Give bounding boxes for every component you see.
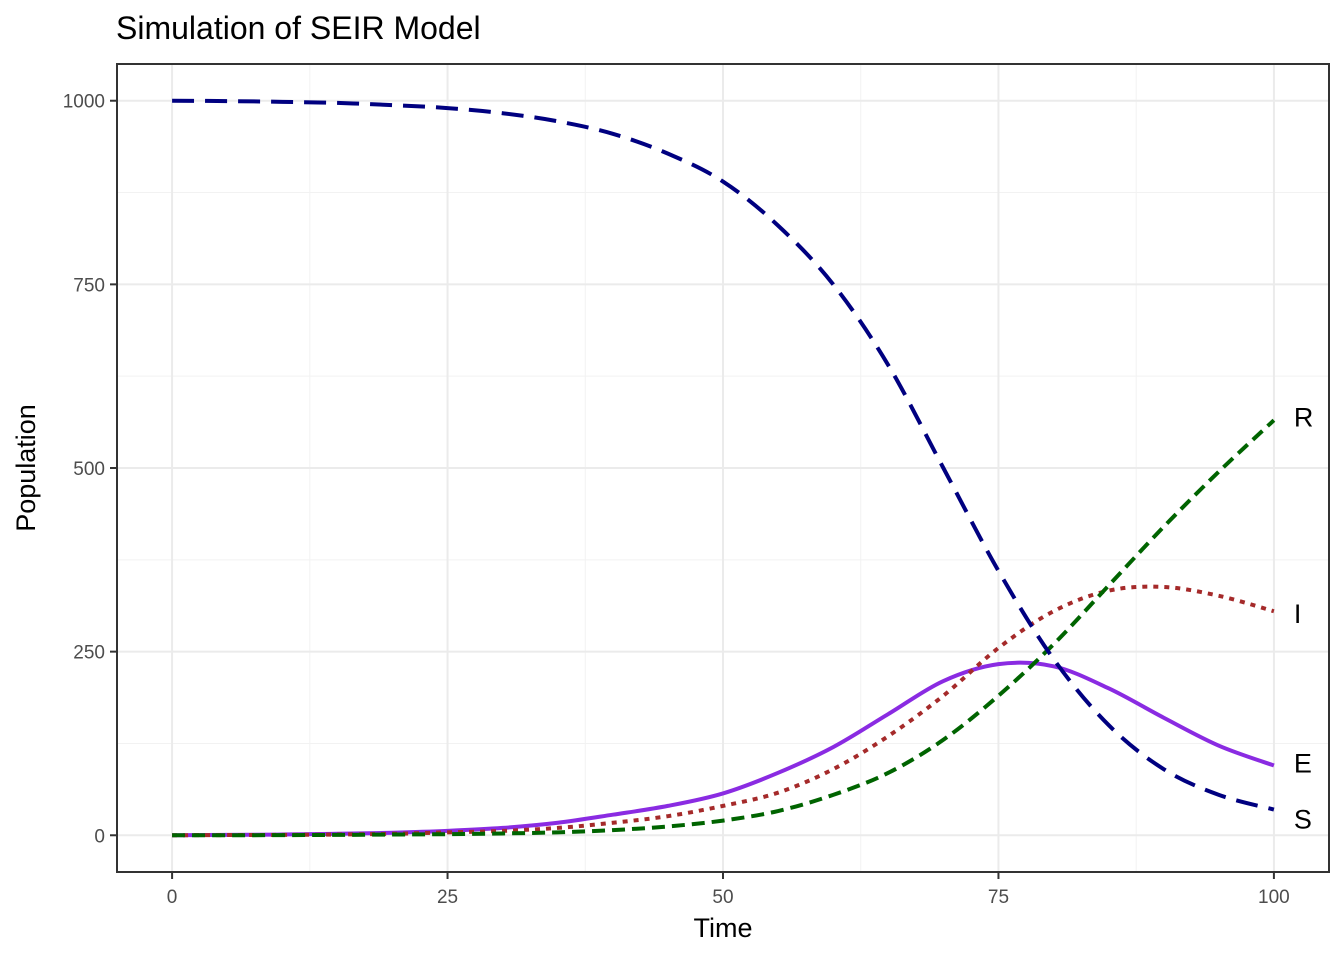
y-tick-label: 1000 (63, 92, 105, 113)
series-line-s (172, 98, 1275, 812)
y-tick-label: 0 (94, 826, 105, 847)
series-label-s: S (1294, 805, 1312, 835)
series-labels: SE I R (1294, 402, 1314, 834)
grid-major (117, 64, 1329, 872)
chart-title: Simulation of SEIR Model (116, 10, 481, 46)
x-tick-label: 0 (167, 887, 178, 908)
series-layer (172, 98, 1276, 838)
x-tick-label: 100 (1258, 887, 1290, 908)
y-tick-label: 750 (73, 275, 105, 296)
x-tick-label: 25 (437, 887, 458, 908)
y-tick-label: 250 (73, 643, 105, 664)
y-axis-title: Population (11, 404, 41, 532)
series-line-r (172, 418, 1276, 838)
series-label-i: I (1294, 599, 1302, 629)
x-tick-label: 75 (988, 887, 1009, 908)
y-tick-label: 500 (73, 459, 105, 480)
x-axis-title: Time (694, 913, 753, 943)
series-label-e: E (1294, 748, 1312, 778)
series-label-r: R (1294, 402, 1314, 432)
x-tick-label: 50 (712, 887, 733, 908)
